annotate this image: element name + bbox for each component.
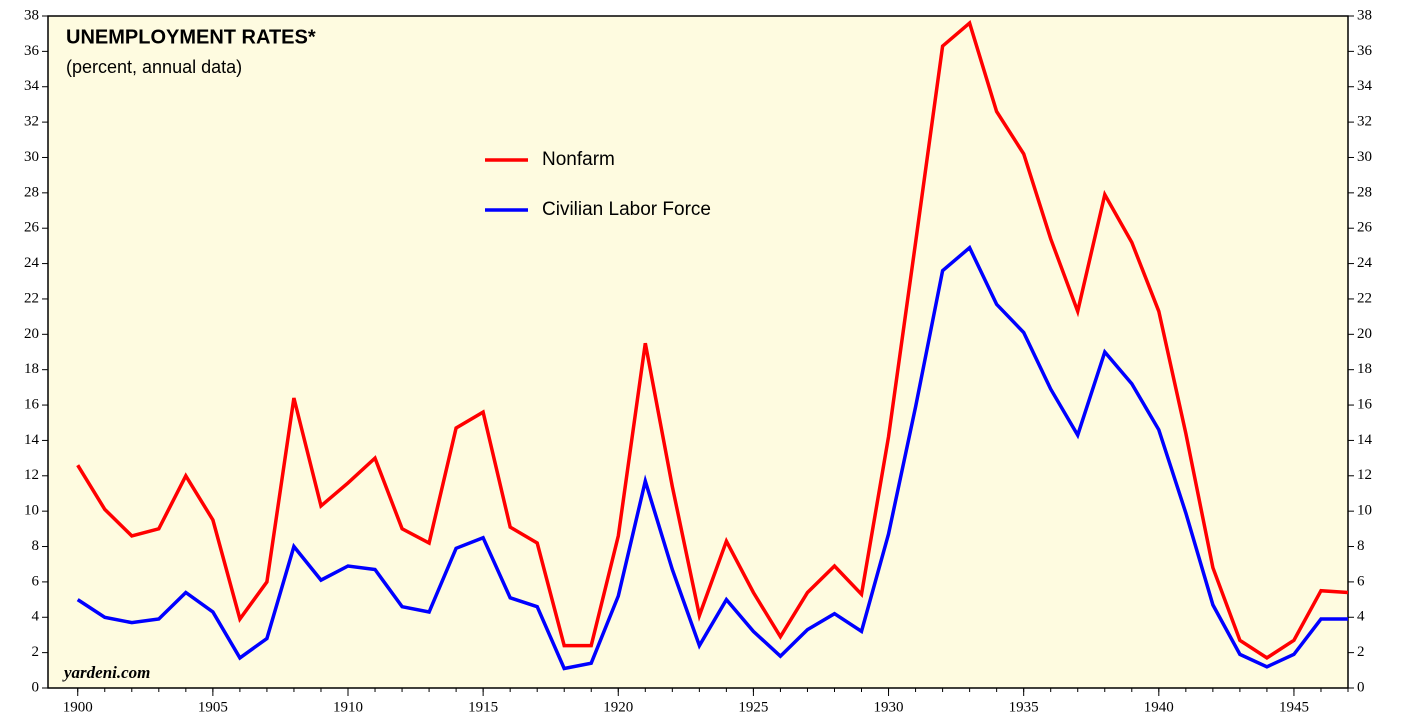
y2-tick-label: 38 — [1357, 7, 1372, 23]
y2-tick-label: 32 — [1357, 114, 1372, 130]
chart-subtitle: (percent, annual data) — [66, 57, 242, 77]
legend-label: Civilian Labor Force — [542, 199, 711, 220]
y2-tick-label: 16 — [1357, 396, 1373, 412]
plot-area — [47, 15, 1349, 689]
annotation: yardeni.com — [62, 663, 150, 682]
y-tick-label: 38 — [24, 7, 39, 23]
y2-tick-label: 28 — [1357, 184, 1372, 200]
x-tick-label: 1915 — [468, 699, 498, 715]
y2-tick-label: 24 — [1357, 255, 1373, 271]
legend-label: Nonfarm — [542, 149, 615, 170]
y-tick-label: 34 — [24, 78, 40, 94]
y-tick-label: 2 — [32, 644, 40, 660]
y2-tick-label: 18 — [1357, 361, 1372, 377]
y2-tick-label: 10 — [1357, 503, 1372, 519]
y-tick-label: 30 — [24, 149, 39, 165]
y2-tick-label: 34 — [1357, 78, 1373, 94]
y2-tick-label: 8 — [1357, 538, 1365, 554]
x-tick-label: 1905 — [198, 699, 228, 715]
y-tick-label: 22 — [24, 290, 39, 306]
x-tick-label: 1945 — [1279, 699, 1309, 715]
line-series — [76, 20, 1349, 660]
y2-tick-label: 26 — [1357, 220, 1373, 236]
y2-tick-label: 14 — [1357, 432, 1373, 448]
y2-tick-label: 22 — [1357, 290, 1372, 306]
x-tick-label: 1930 — [874, 699, 904, 715]
y-tick-label: 4 — [32, 609, 40, 625]
x-tick-label: 1925 — [738, 699, 768, 715]
y-tick-label: 10 — [24, 503, 39, 519]
y-tick-label: 6 — [32, 573, 40, 589]
line-series — [76, 244, 1348, 671]
y-tick-label: 14 — [24, 432, 40, 448]
y2-tick-label: 6 — [1357, 573, 1365, 589]
y-tick-label: 8 — [32, 538, 40, 554]
x-tick-label: 1910 — [333, 699, 363, 715]
x-tick-label: 1900 — [63, 699, 93, 715]
y-tick-label: 18 — [24, 361, 39, 377]
y-tick-label: 12 — [24, 467, 39, 483]
y2-tick-label: 30 — [1357, 149, 1372, 165]
y-tick-label: 16 — [24, 396, 40, 412]
y-tick-label: 26 — [24, 220, 40, 236]
y2-tick-label: 12 — [1357, 467, 1372, 483]
x-tick-label: 1935 — [1009, 699, 1039, 715]
chart-title: UNEMPLOYMENT RATES* — [66, 26, 316, 48]
y-tick-label: 20 — [24, 326, 39, 342]
x-tick-label: 1940 — [1144, 699, 1174, 715]
x-tick-label: 1920 — [603, 699, 633, 715]
y-tick-label: 24 — [24, 255, 40, 271]
y2-tick-label: 2 — [1357, 644, 1365, 660]
y2-tick-label: 4 — [1357, 609, 1365, 625]
y-tick-label: 36 — [24, 43, 40, 59]
y2-tick-label: 20 — [1357, 326, 1372, 342]
y-tick-label: 0 — [32, 679, 40, 695]
y2-tick-label: 0 — [1357, 679, 1365, 695]
y2-tick-label: 36 — [1357, 43, 1373, 59]
y-tick-label: 32 — [24, 114, 39, 130]
y-tick-label: 28 — [24, 184, 39, 200]
